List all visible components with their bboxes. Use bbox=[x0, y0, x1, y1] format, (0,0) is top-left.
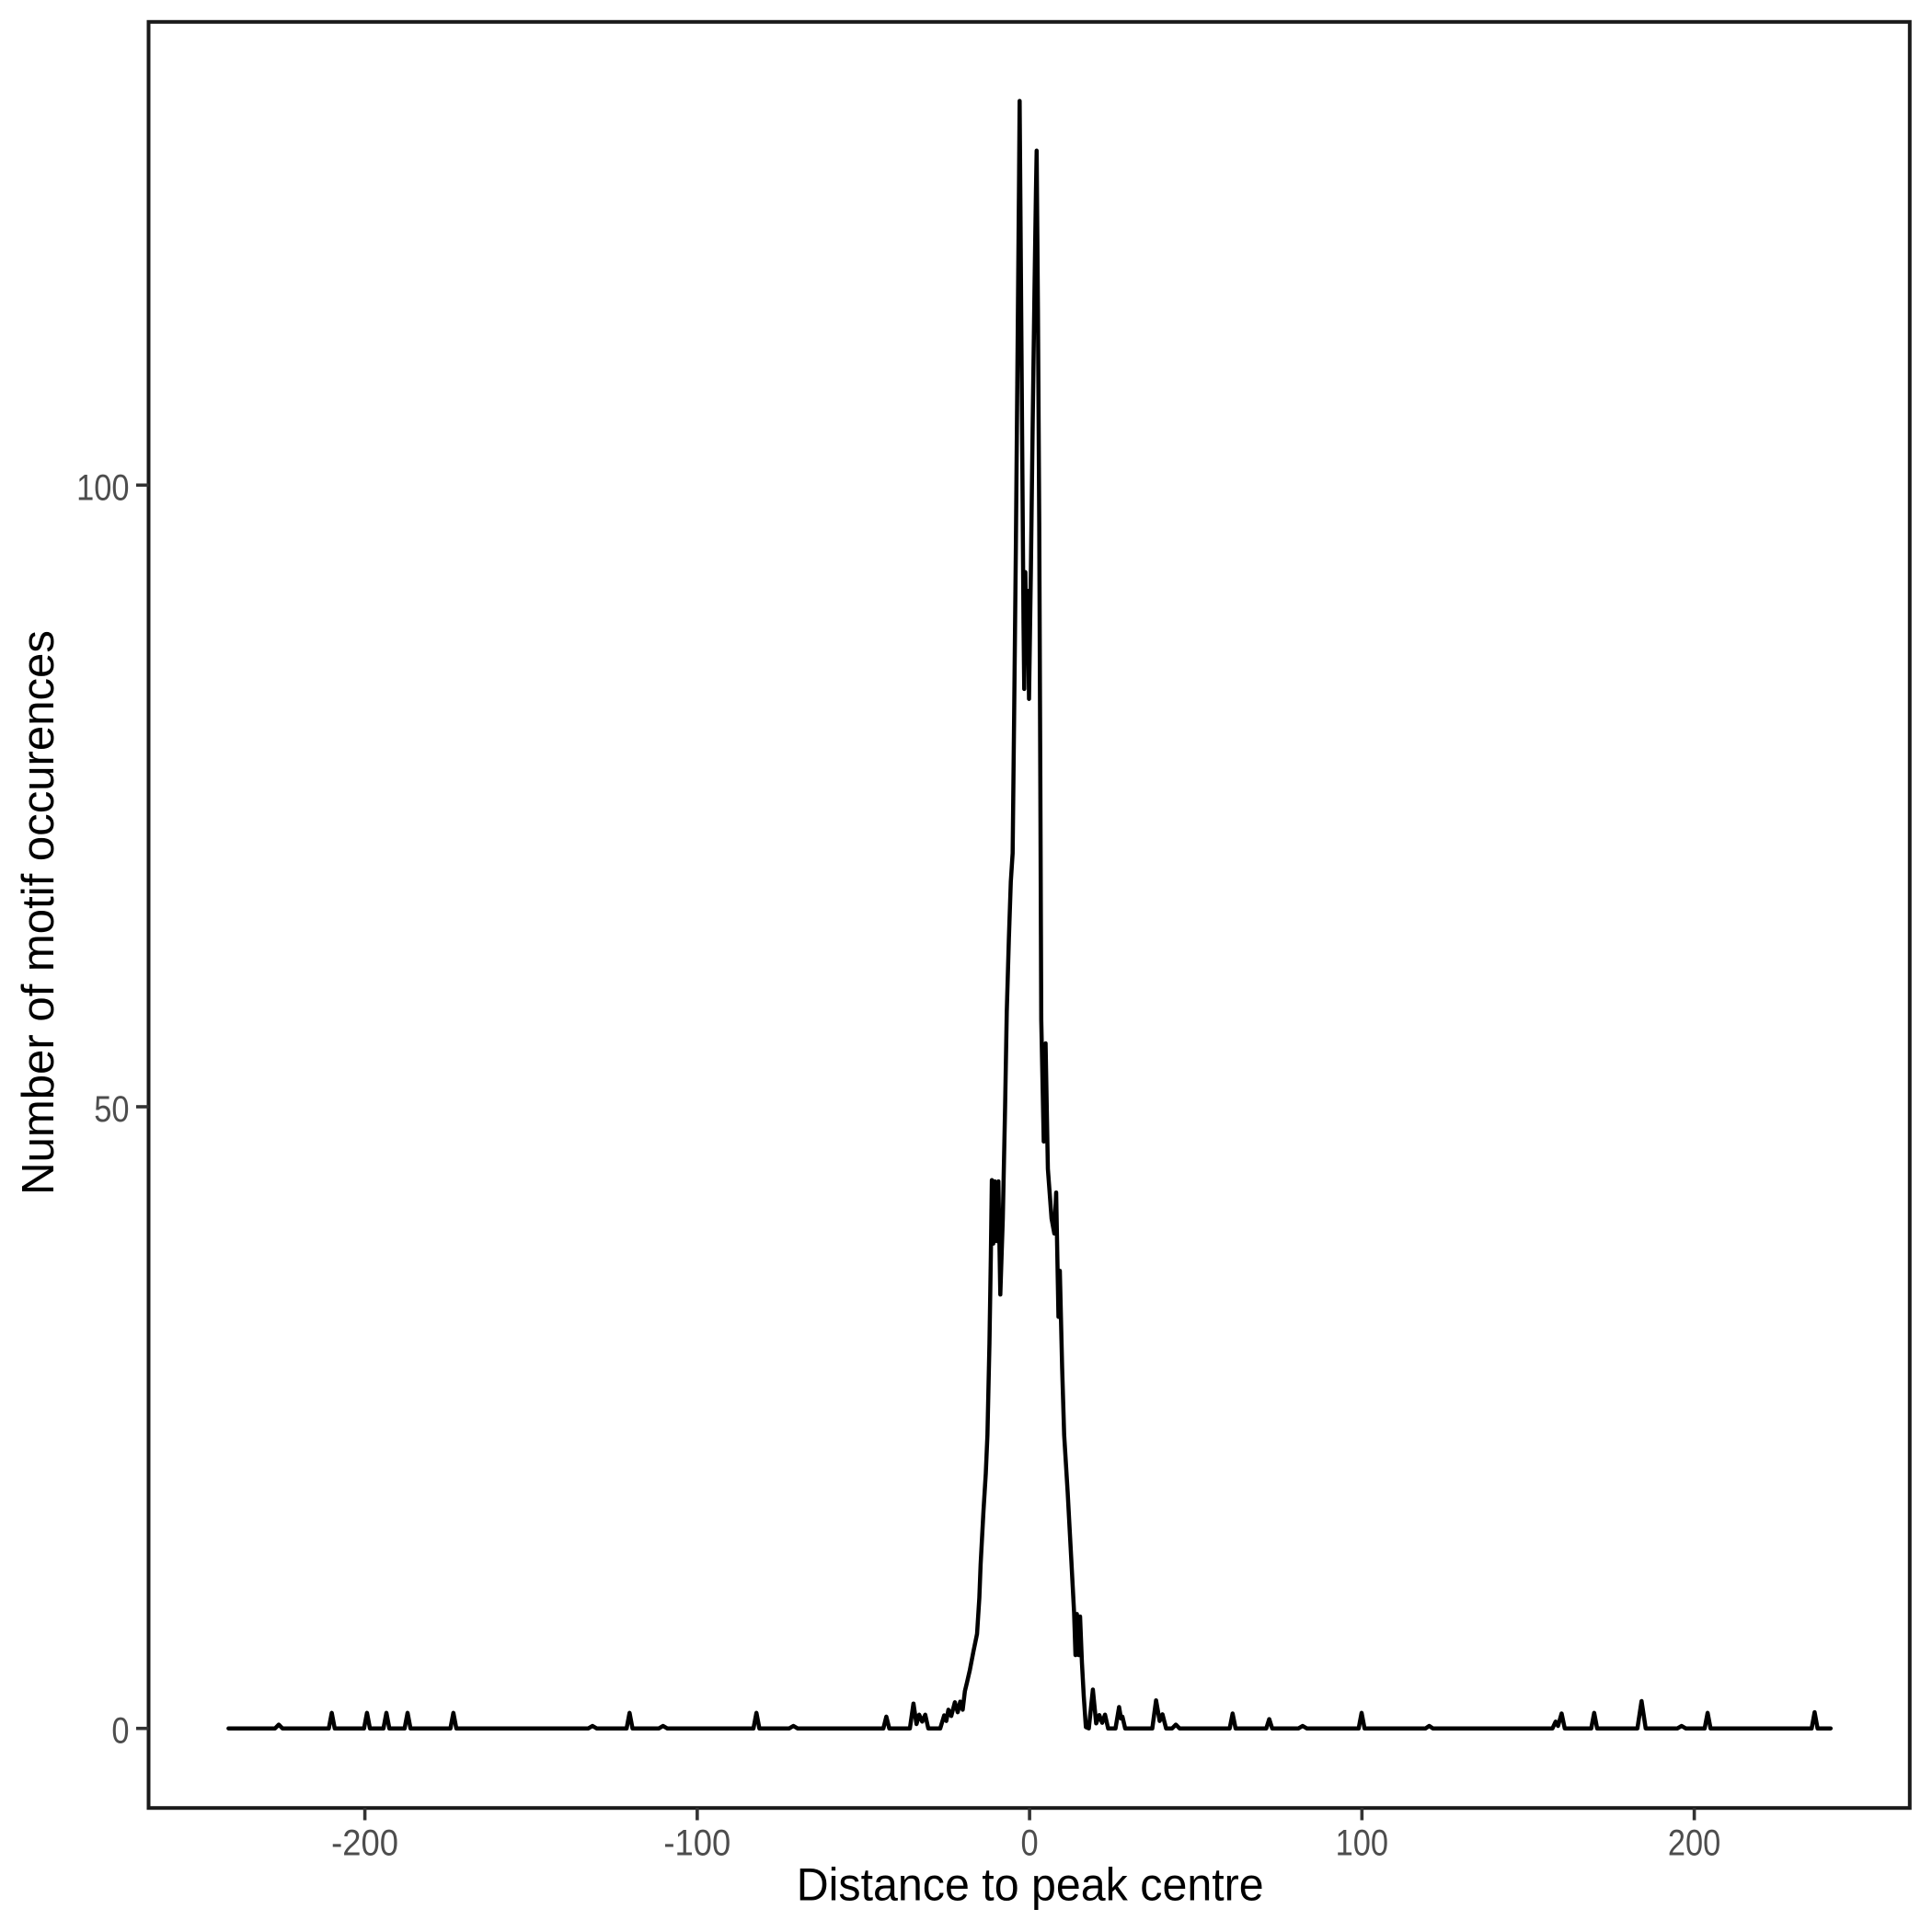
svg-text:200: 200 bbox=[1668, 1822, 1720, 1863]
svg-text:Number of motif occurences: Number of motif occurences bbox=[14, 630, 63, 1195]
svg-text:-200: -200 bbox=[331, 1823, 398, 1864]
svg-text:100: 100 bbox=[76, 466, 129, 508]
svg-text:-100: -100 bbox=[663, 1823, 730, 1864]
svg-text:Distance to peak centre: Distance to peak centre bbox=[797, 1859, 1264, 1911]
svg-text:0: 0 bbox=[1021, 1822, 1039, 1863]
svg-text:50: 50 bbox=[94, 1088, 129, 1130]
svg-text:100: 100 bbox=[1336, 1822, 1388, 1863]
svg-text:0: 0 bbox=[111, 1709, 129, 1751]
